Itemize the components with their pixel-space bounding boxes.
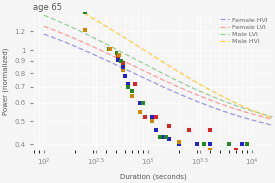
- Point: [161, 135, 165, 138]
- Text: age 65: age 65: [34, 3, 62, 12]
- Female LVl: [178, 86, 181, 88]
- Point: [141, 101, 145, 104]
- Male HVl: [235, 102, 238, 104]
- Point: [114, 52, 119, 55]
- Male LVl: [42, 14, 45, 16]
- Point: [202, 143, 207, 146]
- Point: [167, 138, 171, 141]
- Point: [138, 110, 143, 113]
- Female LVl: [271, 118, 274, 120]
- Point: [119, 59, 123, 62]
- Point: [83, 10, 87, 13]
- Male LVl: [178, 81, 181, 83]
- Point: [226, 143, 231, 146]
- Point: [233, 148, 238, 151]
- Male HVl: [178, 72, 182, 74]
- Point: [116, 58, 120, 61]
- Female HVl: [271, 124, 274, 126]
- Point: [208, 143, 213, 146]
- Point: [240, 143, 244, 146]
- Female LVl: [235, 108, 238, 110]
- Y-axis label: Power (normalized): Power (normalized): [2, 47, 9, 115]
- Male LVl: [235, 105, 238, 107]
- Male HVl: [182, 74, 185, 76]
- Female LVl: [42, 25, 45, 27]
- Line: Male LVl: Male LVl: [44, 15, 273, 117]
- Line: Female HVl: Female HVl: [44, 34, 273, 125]
- Point: [106, 48, 111, 51]
- Point: [167, 124, 171, 127]
- Female LVl: [178, 87, 182, 89]
- Point: [164, 135, 168, 138]
- Point: [247, 156, 252, 159]
- Point: [233, 154, 238, 157]
- Point: [116, 55, 120, 58]
- Point: [121, 65, 125, 68]
- Line: Female LVl: Female LVl: [44, 26, 273, 119]
- Point: [177, 143, 181, 146]
- Female HVl: [43, 33, 46, 36]
- Point: [177, 140, 181, 143]
- Point: [187, 128, 191, 131]
- Point: [117, 54, 121, 57]
- Female HVl: [178, 93, 181, 95]
- Male LVl: [43, 14, 46, 17]
- Point: [83, 28, 87, 31]
- Point: [130, 90, 134, 93]
- Female LVl: [249, 113, 253, 115]
- Point: [114, 52, 119, 55]
- Male HVl: [271, 117, 274, 119]
- Point: [130, 95, 134, 98]
- Point: [157, 135, 162, 138]
- Male LVl: [178, 81, 182, 83]
- Point: [133, 82, 137, 85]
- Point: [83, 28, 87, 31]
- Point: [195, 143, 200, 146]
- Point: [121, 62, 125, 65]
- Point: [177, 140, 181, 143]
- Male LVl: [182, 83, 185, 85]
- Point: [121, 69, 125, 72]
- Point: [150, 120, 154, 123]
- Point: [126, 82, 131, 85]
- Female HVl: [235, 114, 238, 117]
- Female HVl: [182, 95, 185, 97]
- Point: [126, 85, 131, 88]
- Point: [154, 116, 158, 119]
- Point: [138, 101, 143, 104]
- Point: [143, 116, 148, 119]
- Male LVl: [271, 116, 274, 118]
- Legend: Female HVl, Female LVl, Male LVl, Male HVl: Female HVl, Female LVl, Male LVl, Male H…: [218, 15, 270, 46]
- Female LVl: [182, 88, 185, 90]
- Female HVl: [178, 93, 182, 95]
- Point: [154, 128, 158, 131]
- Female LVl: [43, 25, 46, 28]
- Point: [208, 148, 213, 151]
- Male HVl: [249, 109, 253, 111]
- Point: [83, 28, 87, 31]
- Point: [245, 143, 249, 146]
- Point: [123, 74, 127, 77]
- Point: [245, 143, 249, 146]
- Point: [106, 48, 111, 51]
- Female HVl: [42, 33, 45, 35]
- Point: [60, 0, 64, 2]
- Point: [150, 116, 154, 119]
- Point: [130, 90, 134, 93]
- Point: [208, 128, 213, 131]
- Male HVl: [178, 71, 181, 73]
- Male LVl: [249, 110, 253, 112]
- Point: [108, 48, 112, 51]
- X-axis label: Duration (seconds): Duration (seconds): [120, 174, 186, 180]
- Line: Male HVl: Male HVl: [44, 0, 273, 118]
- Female HVl: [249, 119, 253, 121]
